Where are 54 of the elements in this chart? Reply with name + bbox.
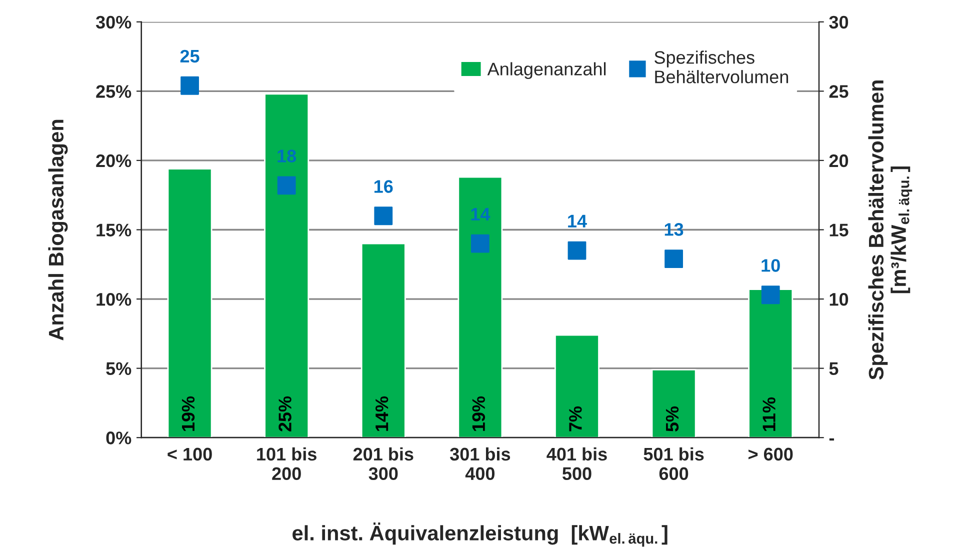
y2-tick-label: 20 — [829, 154, 848, 168]
data-label: 14 — [568, 214, 587, 228]
data-label: 19% — [472, 396, 486, 431]
data-label: 13 — [664, 223, 684, 236]
bar — [651, 369, 696, 438]
bar — [264, 93, 310, 438]
data-label: 10 — [762, 259, 780, 272]
y2-axis-title: Spezifisches Behältervolumen [m³/kW$_{el.äqu.}$] — [868, 80, 912, 380]
y-axis-title: Anzahl Biogasanlagen — [48, 120, 68, 340]
bar — [458, 176, 503, 438]
x-tick-label: 501 bis 600 — [644, 447, 704, 480]
point — [664, 250, 683, 268]
data-label: 19% — [182, 396, 195, 431]
point — [180, 76, 199, 95]
point — [277, 176, 296, 195]
y2-tick-label: 30 — [829, 16, 848, 29]
data-label: 5% — [666, 406, 679, 432]
data-label: 14 — [471, 208, 490, 220]
data-label: 16 — [374, 180, 393, 193]
point — [374, 206, 393, 226]
point — [568, 241, 586, 260]
data-label: 25 — [180, 50, 200, 63]
y2-tick-label: 10 — [830, 292, 848, 306]
bar — [360, 242, 406, 438]
y-tick-label: 10% — [96, 292, 132, 306]
y2-tick-label: - — [829, 438, 834, 441]
bar — [554, 334, 600, 438]
data-label: 14% — [375, 396, 388, 431]
data-label: 25% — [278, 396, 292, 432]
y-tick-label: 20% — [96, 154, 132, 168]
data-label: 7% — [569, 406, 582, 432]
y-tick-label: 25% — [96, 85, 132, 98]
y2-tick-label: 5 — [829, 362, 838, 376]
x-tick-label: 401 bis 500 — [546, 447, 607, 480]
data-label: 11% — [762, 397, 776, 431]
x-tick-label: 201 bis 300 — [353, 447, 414, 480]
y-tick-label: 30% — [96, 16, 132, 29]
bar — [167, 168, 212, 438]
legend-label: Spezifisches Behältervolumen — [654, 50, 788, 84]
y2-tick-label: 15 — [830, 224, 848, 236]
x-axis-title: el. inst. Äquivalenzleistung [kW$_{el.äqu.}$] — [292, 522, 668, 547]
bar — [748, 288, 794, 438]
legend-label: Anlagenanzahl — [487, 62, 606, 80]
x-tick-label: 101 bis 200 — [257, 447, 316, 480]
data-label: 18 — [278, 150, 296, 162]
y-tick-label: 0% — [106, 432, 132, 444]
point — [470, 234, 490, 253]
x-tick-label: < 100 — [168, 448, 212, 461]
x-tick-label: 301 bis 400 — [450, 447, 510, 480]
x-tick-label: > 600 — [748, 448, 793, 461]
y-tick-label: 15% — [96, 224, 132, 236]
point — [761, 286, 780, 304]
y2-tick-label: 25 — [829, 85, 848, 98]
y-tick-label: 5% — [106, 362, 132, 376]
